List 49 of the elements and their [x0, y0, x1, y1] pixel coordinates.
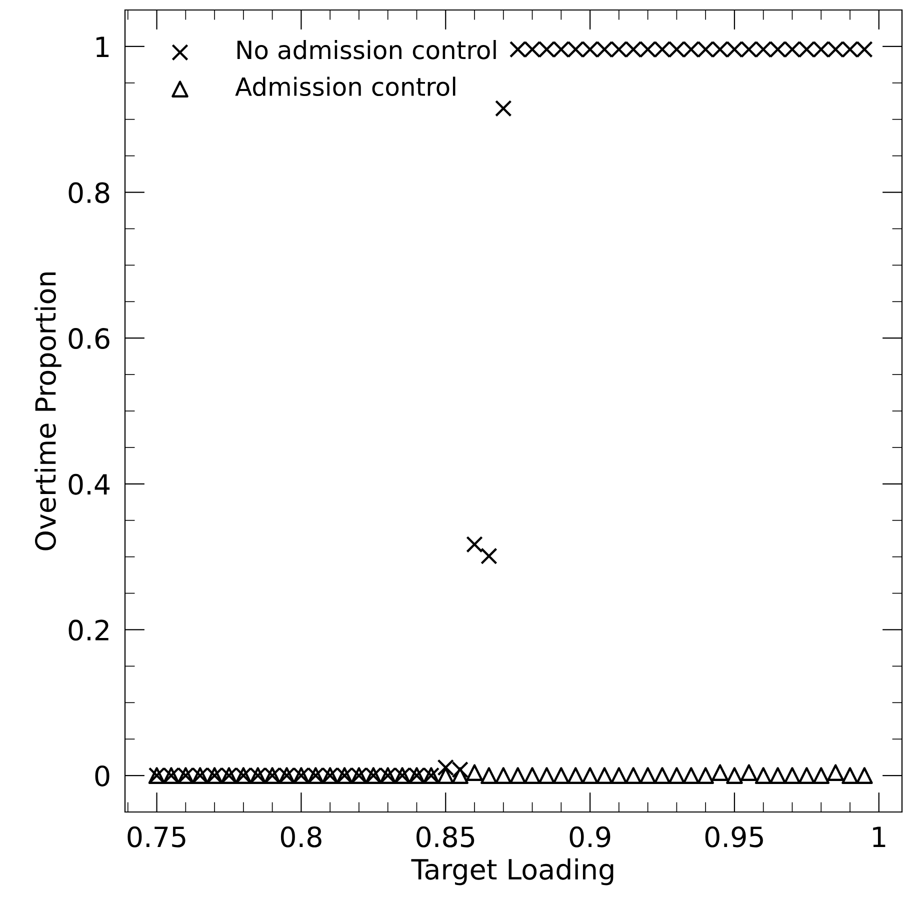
- point: [538, 767, 556, 784]
- x-tick-label: 1: [873, 826, 886, 847]
- x-tick-label: 0.9: [570, 826, 610, 848]
- point: [639, 767, 656, 784]
- point: [697, 767, 714, 784]
- point: [509, 767, 526, 784]
- y-tick-label: 0: [95, 765, 110, 786]
- legend-label: No admission control: [237, 40, 496, 60]
- point: [480, 767, 498, 784]
- point: [466, 764, 483, 782]
- x-axis-title: Target Loading: [411, 858, 614, 886]
- y-tick-label: 0.6: [68, 328, 110, 350]
- point: [494, 100, 512, 117]
- y-tick-label: 0.8: [68, 182, 110, 204]
- point: [582, 767, 598, 784]
- point: [842, 767, 858, 784]
- point: [654, 767, 671, 784]
- point: [682, 767, 700, 784]
- point: [524, 767, 541, 784]
- point: [452, 767, 468, 784]
- y-tick-label: 1: [96, 36, 109, 58]
- point: [596, 767, 613, 784]
- y-axis-title: Overtime Proportion: [34, 272, 62, 550]
- point: [812, 767, 830, 784]
- point: [668, 767, 686, 784]
- point: [754, 767, 772, 784]
- point: [769, 767, 786, 784]
- point: [784, 767, 801, 784]
- point: [437, 767, 454, 784]
- point: [624, 767, 642, 784]
- x-tick-label: 0.75: [128, 826, 186, 848]
- point: [480, 548, 498, 564]
- y-tick-label: 0.2: [68, 620, 108, 641]
- legend-label: Admission control: [235, 76, 456, 96]
- point: [494, 767, 512, 784]
- x-tick-label: 0.8: [280, 826, 322, 848]
- point: [740, 764, 758, 782]
- point: [827, 764, 844, 782]
- y-tick-label: 0.4: [68, 474, 110, 495]
- x-tick-label: 0.85: [416, 826, 474, 848]
- point: [798, 767, 816, 784]
- point: [856, 767, 873, 784]
- point: [552, 767, 570, 784]
- point: [712, 764, 728, 782]
- point: [567, 767, 584, 784]
- point: [726, 767, 743, 784]
- point: [466, 536, 483, 553]
- point: [610, 767, 628, 784]
- x-tick-label: 0.95: [705, 826, 763, 848]
